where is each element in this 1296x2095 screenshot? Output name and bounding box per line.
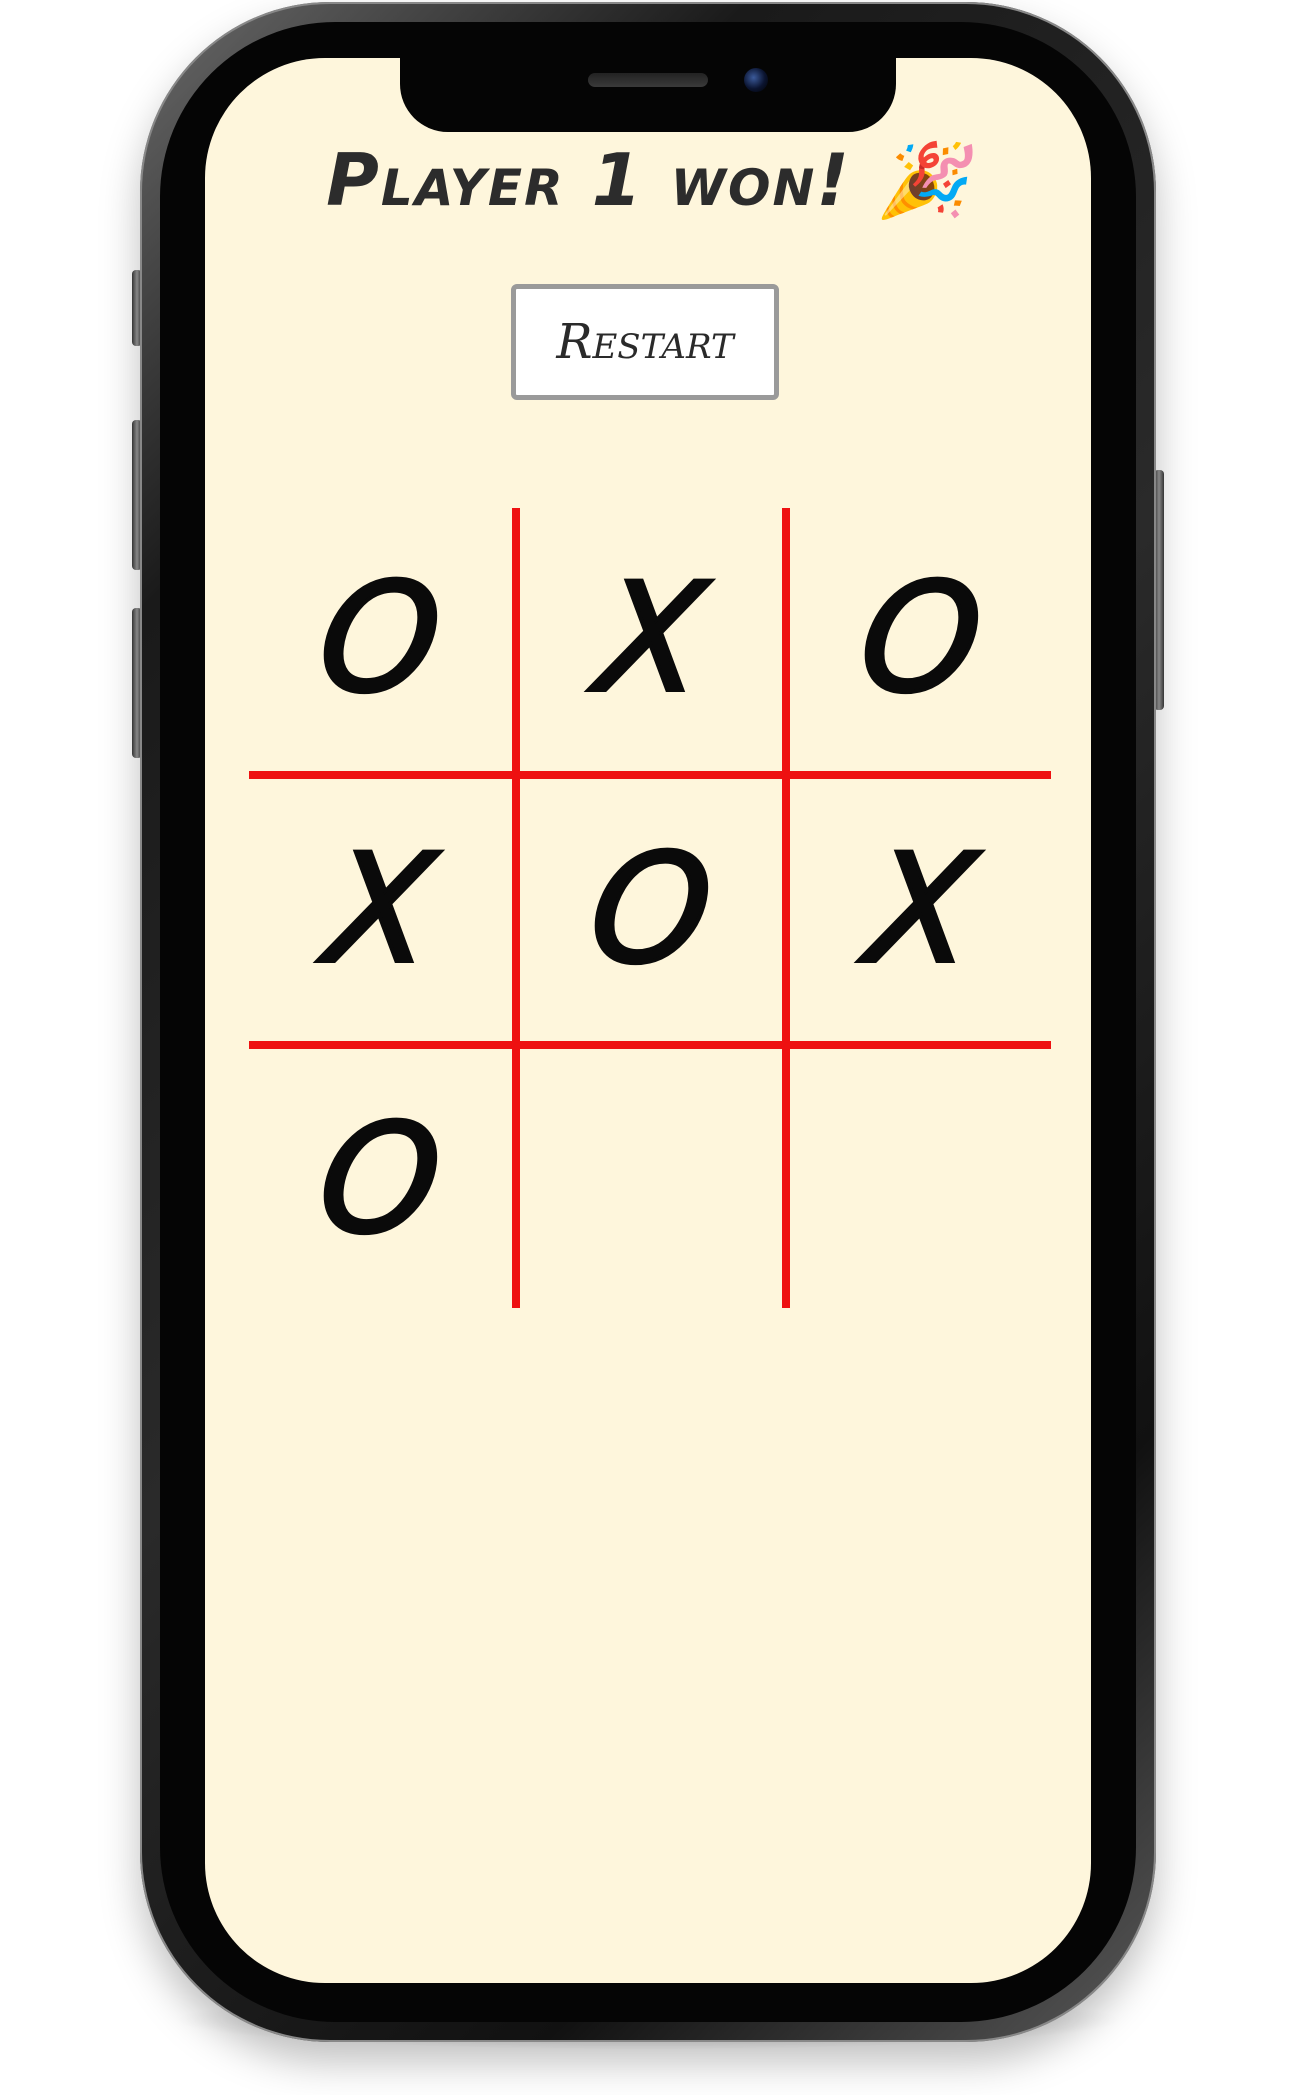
grid-line-horizontal-1 [249, 771, 1051, 779]
cell-mark: O [310, 550, 450, 728]
board-cell-1[interactable]: O [249, 508, 511, 770]
board-cell-7[interactable]: O [249, 1049, 511, 1311]
game-status-title: Player 1 won! 🎉 [326, 138, 970, 222]
app-screen: Player 1 won! 🎉 Restart O X O X O [205, 58, 1091, 1983]
grid-line-vertical-2 [782, 508, 790, 1308]
board-cell-8[interactable] [520, 1049, 782, 1311]
cell-mark: X [317, 821, 442, 999]
cell-mark: X [858, 821, 983, 999]
silent-switch [132, 270, 142, 346]
tic-tac-toe-board: O X O X O X O [249, 508, 1051, 1308]
restart-button[interactable]: Restart [511, 284, 779, 400]
earpiece-speaker [588, 73, 708, 87]
cell-mark: X [588, 550, 713, 728]
grid-line-vertical-1 [512, 508, 520, 1308]
cell-mark: O [851, 550, 991, 728]
board-cell-3[interactable]: O [790, 508, 1052, 770]
board-cell-9[interactable] [790, 1049, 1052, 1311]
board-cell-6[interactable]: X [790, 779, 1052, 1041]
cell-mark: O [581, 821, 721, 999]
cell-mark: O [310, 1091, 450, 1269]
board-cell-2[interactable]: X [520, 508, 782, 770]
grid-line-horizontal-2 [249, 1041, 1051, 1049]
front-camera [744, 68, 768, 92]
power-button [1154, 470, 1164, 710]
board-cell-5[interactable]: O [520, 779, 782, 1041]
volume-up-button [132, 420, 142, 570]
volume-down-button [132, 608, 142, 758]
board-cell-4[interactable]: X [249, 779, 511, 1041]
